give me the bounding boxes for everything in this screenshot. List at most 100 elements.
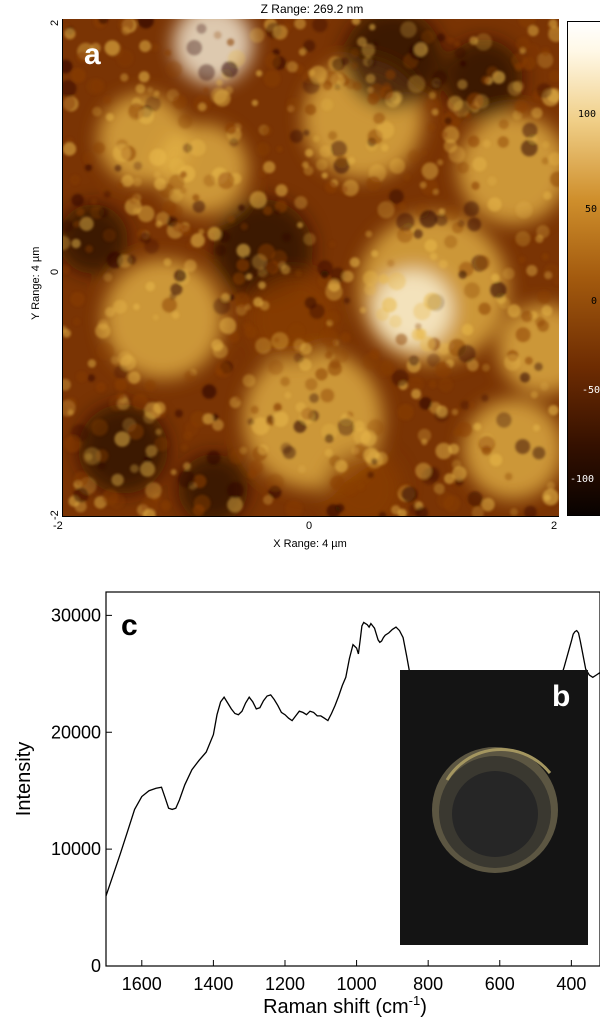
- afm-grain: [145, 445, 158, 457]
- afm-grain: [521, 139, 538, 157]
- afm-grain: [96, 342, 115, 360]
- afm-grain: [242, 374, 256, 387]
- afm-grain: [117, 182, 124, 189]
- afm-grain: [155, 212, 169, 226]
- afm-grain: [256, 142, 270, 156]
- afm-grain: [389, 315, 402, 328]
- afm-grain: [326, 311, 340, 325]
- afm-grain: [498, 119, 509, 130]
- afm-grain: [207, 226, 222, 241]
- afm-grain: [184, 259, 197, 272]
- afm-grain: [366, 176, 382, 191]
- afm-grain: [482, 363, 490, 372]
- afm-grain: [305, 378, 318, 391]
- afm-grain: [419, 336, 436, 352]
- afm-x-axis-line: [63, 516, 559, 517]
- afm-grain: [466, 359, 479, 372]
- afm-grain: [360, 430, 377, 447]
- afm-grain: [213, 297, 231, 315]
- afm-grain: [413, 42, 428, 57]
- afm-grain: [369, 23, 376, 31]
- afm-grain: [236, 258, 250, 272]
- afm-grain: [304, 297, 317, 309]
- afm-grain: [457, 161, 469, 174]
- afm-grain: [198, 228, 205, 235]
- afm-grain: [247, 418, 255, 426]
- afm-grain: [431, 79, 442, 90]
- afm-grain: [177, 470, 196, 488]
- afm-y-tick: 0: [49, 268, 61, 275]
- afm-grain: [452, 222, 464, 234]
- afm-grain: [367, 92, 380, 105]
- afm-grain: [229, 137, 239, 147]
- afm-grain: [321, 172, 328, 179]
- afm-grain: [240, 222, 248, 231]
- afm-grain: [190, 233, 205, 248]
- afm-grain: [155, 428, 162, 436]
- afm-grain: [444, 235, 458, 249]
- afm-grain: [92, 106, 102, 117]
- afm-grain: [351, 62, 359, 70]
- afm-grain: [90, 78, 105, 93]
- afm-grain: [249, 28, 265, 43]
- afm-grain: [530, 391, 538, 399]
- afm-grain: [419, 181, 427, 189]
- afm-grain: [168, 174, 185, 191]
- afm-grain: [481, 497, 495, 512]
- y-tick-label: 10000: [51, 839, 101, 859]
- afm-grain: [411, 328, 425, 341]
- afm-grain: [105, 113, 114, 122]
- afm-grain: [496, 412, 512, 428]
- afm-grain: [102, 489, 119, 506]
- afm-grain: [330, 140, 347, 157]
- afm-grain: [353, 420, 365, 432]
- afm-grain: [471, 181, 480, 190]
- afm-grain: [135, 83, 146, 94]
- afm-grain: [170, 469, 177, 476]
- y-axis-label: Intensity: [13, 742, 35, 816]
- afm-grain: [198, 102, 207, 111]
- afm-grain: [378, 511, 387, 516]
- afm-grain: [98, 207, 109, 218]
- afm-grain: [64, 28, 76, 40]
- afm-grain: [71, 238, 81, 249]
- afm-grain: [87, 374, 96, 382]
- afm-grain: [419, 210, 438, 228]
- afm-grain: [536, 225, 550, 239]
- afm-grain: [235, 395, 242, 402]
- afm-grain: [388, 189, 404, 205]
- afm-grain: [153, 171, 161, 179]
- afm-grain: [515, 201, 533, 219]
- afm-grain: [203, 87, 209, 94]
- afm-grain: [321, 423, 338, 440]
- x-tick-label: 600: [485, 974, 515, 994]
- afm-grain: [150, 43, 160, 52]
- afm-grain: [63, 264, 71, 275]
- afm-grain: [154, 436, 169, 452]
- afm-grain: [275, 184, 288, 197]
- afm-grain: [228, 331, 240, 343]
- afm-grain: [203, 174, 216, 187]
- afm-grain: [408, 355, 419, 366]
- afm-grain: [76, 208, 85, 217]
- afm-grain: [504, 354, 521, 371]
- afm-grain: [303, 129, 310, 136]
- afm-grain: [83, 447, 101, 465]
- afm-grain: [132, 177, 142, 187]
- afm-grain: [543, 191, 552, 200]
- afm-grain: [461, 323, 474, 336]
- afm-grain: [329, 241, 336, 248]
- afm-grain: [312, 135, 320, 143]
- afm-grain: [444, 473, 455, 484]
- afm-grain: [143, 455, 152, 464]
- afm-grain: [300, 407, 314, 421]
- afm-grain: [229, 449, 245, 464]
- afm-grain: [365, 73, 376, 84]
- afm-grain: [139, 40, 151, 53]
- afm-grain: [255, 337, 272, 354]
- afm-grain: [519, 372, 531, 383]
- afm-grain: [309, 393, 319, 403]
- afm-grain: [114, 379, 127, 391]
- afm-grain: [376, 121, 395, 139]
- afm-grain: [474, 94, 489, 109]
